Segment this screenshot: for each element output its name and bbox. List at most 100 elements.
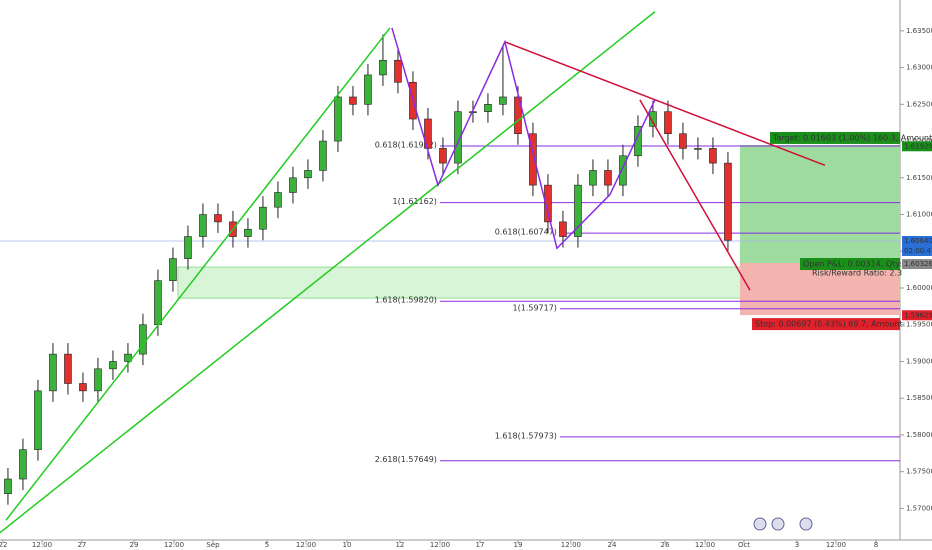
y-tick-label: 1.61000 xyxy=(906,211,932,219)
trendline xyxy=(0,11,656,534)
candle-body xyxy=(379,59,387,76)
x-tick-label: 22 xyxy=(0,541,7,549)
y-tick-label: 1.61500 xyxy=(906,174,932,182)
candle-body xyxy=(394,59,402,83)
x-tick-label: 5 xyxy=(265,541,269,549)
fib-label: 0.618(1.60747) xyxy=(495,228,557,237)
x-tick-label: 12:00 xyxy=(826,541,846,549)
position-label: Stop: 0.00697 (0.43%) 69.7, Amount: xyxy=(755,320,905,329)
price-tag xyxy=(902,310,932,321)
candle-body xyxy=(334,96,342,142)
y-tick-label: 1.62000 xyxy=(906,137,932,145)
candle-body xyxy=(319,140,327,171)
trendline xyxy=(504,41,826,167)
candle-body xyxy=(619,155,627,186)
y-tick-label: 1.63000 xyxy=(906,64,932,72)
y-tick-label: 1.57500 xyxy=(906,468,932,476)
candle-body xyxy=(169,258,177,281)
candle-body xyxy=(94,368,102,392)
candle-body xyxy=(559,221,567,237)
price-tag-label: 1.61929 xyxy=(904,142,932,150)
trendline xyxy=(639,99,751,291)
candle-body xyxy=(124,353,132,362)
candle-body xyxy=(364,74,372,105)
y-tick-label: 1.59500 xyxy=(906,321,932,329)
candle-body xyxy=(64,353,72,384)
candle-body xyxy=(574,184,582,237)
countdown-bg xyxy=(902,245,932,256)
candle-body xyxy=(244,228,252,237)
candle-body xyxy=(709,148,717,164)
fib-label: 0.618(1.61932) xyxy=(375,141,437,150)
candle-body xyxy=(694,148,702,150)
candle-body xyxy=(199,214,207,237)
x-tick-label: 24 xyxy=(608,541,617,549)
candle-body xyxy=(49,353,57,392)
x-tick-label: 17 xyxy=(476,541,485,549)
x-tick-label: 12:00 xyxy=(430,541,450,549)
x-tick-label: 12:00 xyxy=(32,541,52,549)
x-tick-label: 29 xyxy=(129,541,138,549)
candle-body xyxy=(589,170,597,186)
event-icon[interactable] xyxy=(771,517,785,531)
x-tick-label: 3 xyxy=(795,541,799,549)
x-tick-label: 27 xyxy=(77,541,86,549)
position-label-bg xyxy=(770,131,900,144)
trendline xyxy=(5,27,391,521)
candle-body xyxy=(484,104,492,112)
y-tick-label: 1.60000 xyxy=(906,284,932,292)
position-label: Risk/Reward Ratio: 2.3 xyxy=(812,269,902,278)
candle-body xyxy=(274,192,282,208)
y-tick-label: 1.58000 xyxy=(906,431,932,439)
fib-label: 2.618(1.57649) xyxy=(375,455,437,464)
candle-body xyxy=(139,324,147,355)
price-tag-label: 1.59629 xyxy=(904,311,932,319)
candle-body xyxy=(19,449,27,480)
y-tick-label: 1.59000 xyxy=(906,357,932,365)
x-tick-label: 12 xyxy=(395,541,404,549)
candle-body xyxy=(304,170,312,179)
candle-body xyxy=(349,96,357,105)
candle-body xyxy=(499,96,507,105)
x-tick-label: 12:00 xyxy=(561,541,581,549)
position-label: Target: 0.01603 (1.00%) 160.3, Amount: xyxy=(772,133,932,142)
x-tick-label: 12:00 xyxy=(164,541,184,549)
candle-body xyxy=(154,280,162,326)
fib-label: 1.618(1.59820) xyxy=(375,296,437,305)
candle-body xyxy=(679,133,687,149)
event-icon[interactable] xyxy=(753,517,767,531)
candle-body xyxy=(184,236,192,259)
target-box xyxy=(739,144,900,264)
candle-body xyxy=(634,126,642,157)
price-tag xyxy=(902,141,932,152)
x-tick-label: Sep xyxy=(206,541,220,549)
candle-body xyxy=(214,214,222,223)
price-tag-label: 1.60640 xyxy=(904,237,932,245)
candle-body xyxy=(544,184,552,223)
x-tick-label: 12:00 xyxy=(695,541,715,549)
x-tick-label: 10 xyxy=(342,541,351,549)
x-tick-label: 12:00 xyxy=(296,541,316,549)
candle-body xyxy=(604,170,612,186)
y-tick-label: 1.57000 xyxy=(906,504,932,512)
fib-label: 1(1.59717) xyxy=(513,303,557,312)
fib-label: 1(1.61162) xyxy=(393,197,437,206)
candle-body xyxy=(454,111,462,164)
position-label: Open P&L: 0.00314, Qty: 35868 xyxy=(803,260,930,269)
position-label-bg xyxy=(752,318,900,331)
candle-body xyxy=(4,478,12,495)
price-tag xyxy=(902,259,932,270)
y-tick-label: 1.62500 xyxy=(906,100,932,108)
x-tick-label: 8 xyxy=(874,541,878,549)
candle-body xyxy=(724,162,732,241)
candle-body xyxy=(79,383,87,392)
event-icon[interactable] xyxy=(799,517,813,531)
fib-label: 1.618(1.57973) xyxy=(495,431,557,440)
x-tick-label: 19 xyxy=(513,541,522,549)
price-tag-label: 1.60326 xyxy=(904,260,932,268)
stop-box xyxy=(739,263,900,316)
candle-body xyxy=(289,177,297,193)
x-tick-label: 26 xyxy=(660,541,669,549)
x-tick-label: Oct xyxy=(738,541,750,549)
